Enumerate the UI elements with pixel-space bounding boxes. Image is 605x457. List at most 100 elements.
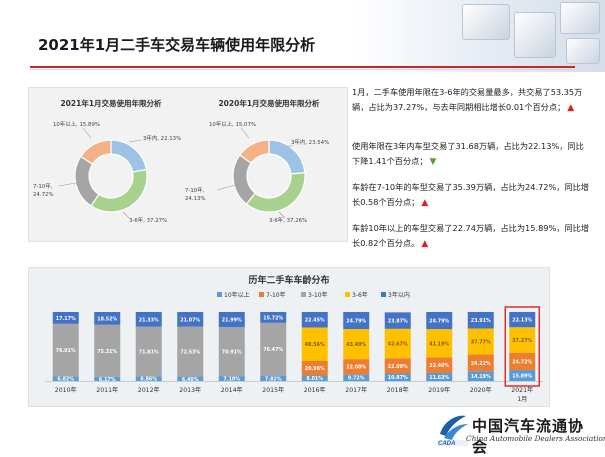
data-label: 21.33% bbox=[139, 317, 159, 323]
slice-label: 3-6年, 37.26% bbox=[269, 216, 307, 224]
bar-segment bbox=[509, 352, 536, 371]
bar-segment bbox=[384, 358, 411, 374]
data-label: 72.53% bbox=[180, 350, 200, 356]
legend-swatch bbox=[345, 292, 350, 297]
leader-line bbox=[58, 181, 82, 187]
annotation-text: 使用年限在3年内车型交易了31.68万辆，占比为22.13%，同比下降1.41个… bbox=[352, 141, 584, 166]
leader-line bbox=[216, 183, 240, 191]
data-label: 15.72% bbox=[263, 315, 283, 321]
leader-line bbox=[122, 211, 130, 219]
data-label: 37.27% bbox=[512, 338, 532, 344]
legend-swatch bbox=[217, 292, 222, 297]
decor-cube bbox=[514, 12, 556, 58]
bar-segment bbox=[52, 323, 79, 377]
logo-english-name: China Automobile Dealers Association bbox=[466, 434, 605, 443]
legend-swatch bbox=[301, 292, 306, 297]
slice-label: 10年以上, 15.07% bbox=[209, 120, 256, 128]
data-label: 18.52% bbox=[97, 316, 117, 322]
data-label: 15.89% bbox=[512, 374, 532, 380]
slice-label: 3年内, 22.13% bbox=[143, 134, 181, 142]
legend-label: 10年以上 bbox=[224, 291, 250, 299]
data-label: 11.63% bbox=[429, 375, 449, 381]
legend-swatch bbox=[381, 292, 386, 297]
bar-segment bbox=[301, 375, 328, 381]
data-label: 6.82% bbox=[57, 377, 74, 383]
donut-slice bbox=[74, 155, 100, 207]
slice-label: 7-10年, 24.72% bbox=[33, 182, 54, 198]
bar-segment bbox=[509, 312, 536, 328]
donut-slice bbox=[110, 139, 148, 173]
bar-segment bbox=[94, 324, 121, 377]
annotation-item: 使用年限在3年内车型交易了31.68万辆，占比为22.13%，同比下降1.41个… bbox=[352, 139, 590, 169]
data-label: 75.31% bbox=[97, 349, 117, 355]
trend-up-icon: ▲ bbox=[421, 197, 429, 208]
data-label: 24.72% bbox=[512, 360, 532, 366]
bar-segment bbox=[135, 312, 162, 327]
annotation-item: 车龄10年以上的车型交易了22.74万辆，占比为15.89%，同比增长0.82个… bbox=[352, 221, 590, 251]
data-label: 22.45% bbox=[305, 318, 325, 324]
bar-segment bbox=[426, 357, 453, 373]
decor-cube bbox=[560, 2, 600, 34]
leader-line bbox=[82, 127, 92, 139]
x-tick-label: 1月 bbox=[517, 396, 527, 403]
data-label: 71.81% bbox=[139, 349, 159, 355]
data-label: 14.19% bbox=[471, 374, 491, 380]
bar-segment bbox=[384, 312, 411, 329]
data-label: 43.49% bbox=[346, 342, 366, 348]
bar-segment bbox=[384, 373, 411, 381]
bar-segment bbox=[177, 376, 204, 381]
x-tick-label: 2017年 bbox=[345, 386, 367, 394]
bar-segment bbox=[218, 327, 245, 377]
bar-segment bbox=[218, 376, 245, 381]
legend-label: 3-6年 bbox=[352, 291, 368, 299]
data-label: 6.86% bbox=[140, 377, 157, 383]
bar-segment bbox=[343, 374, 370, 381]
data-label: 24.79% bbox=[429, 319, 449, 325]
bar-segment bbox=[426, 372, 453, 381]
donut-title: 2021年1月交易使用年限分析 bbox=[60, 98, 162, 108]
slice-label: 7-10年, 24.13% bbox=[185, 186, 206, 202]
bar-segment bbox=[301, 327, 328, 361]
decor-cube bbox=[566, 38, 600, 64]
data-label: 48.56% bbox=[305, 342, 325, 348]
x-tick-label: 2015年 bbox=[262, 386, 284, 394]
bar-segment bbox=[343, 312, 370, 330]
x-tick-label: 2010年 bbox=[55, 386, 77, 394]
trend-down-icon: ▼ bbox=[429, 156, 437, 167]
data-label: 17.17% bbox=[56, 316, 76, 322]
bar-segment bbox=[260, 375, 287, 381]
bar-segment bbox=[301, 360, 328, 376]
annotation-item: 车龄在7-10年的车型交易了35.39万辆，占比为24.72%，同比增长0.58… bbox=[352, 180, 590, 210]
bar-segment bbox=[343, 329, 370, 360]
slice-label: 3-6年, 37.27% bbox=[129, 216, 167, 224]
bar-segment bbox=[260, 322, 287, 376]
bar-segment bbox=[94, 376, 121, 381]
data-label: 22.00% bbox=[346, 365, 366, 371]
bar-segment bbox=[426, 329, 453, 358]
donut-slice bbox=[238, 139, 270, 164]
legend-swatch bbox=[259, 292, 264, 297]
bar-segment bbox=[467, 328, 494, 355]
slice-label-line: 7-10年, bbox=[33, 182, 53, 190]
bar-segment bbox=[343, 359, 370, 375]
legend-label: 3年以内 bbox=[388, 291, 410, 299]
x-tick-label: 2020年 bbox=[470, 386, 492, 394]
legend-label: 3-10年 bbox=[308, 291, 328, 299]
bar-segment bbox=[135, 326, 162, 377]
bar-segment bbox=[218, 312, 245, 328]
annotation-text: 车龄10年以上的车型交易了22.74万辆，占比为15.89%，同比增长0.82个… bbox=[352, 223, 590, 248]
logo-abbr: CADA bbox=[438, 441, 456, 447]
data-label: 21.07% bbox=[180, 317, 200, 323]
cada-logo: 中国汽车流通协会 China Automobile Dealers Associ… bbox=[436, 410, 605, 456]
trend-up-icon: ▲ bbox=[567, 102, 575, 113]
bar-segment bbox=[135, 376, 162, 381]
bar-chart-svg: 历年二手车车龄分布 10年以上 7-10年 3-10年 3-6年 3年以内 6.82% 76.… bbox=[45, 274, 543, 403]
slice-label: 3年内, 23.54% bbox=[291, 138, 329, 146]
annotation-item: 1月，二手车使用年限在3-6年的交易量最多，共交易了53.35万辆，占比为37.… bbox=[352, 85, 590, 115]
data-label: 22.09% bbox=[388, 364, 408, 370]
x-tick-label: 2011年 bbox=[96, 386, 118, 394]
x-tick-label: 2021年 bbox=[511, 386, 533, 394]
x-tick-label: 2019年 bbox=[428, 386, 450, 394]
slice-label: 10年以上, 15.89% bbox=[53, 120, 100, 128]
donut-slice bbox=[79, 139, 112, 165]
